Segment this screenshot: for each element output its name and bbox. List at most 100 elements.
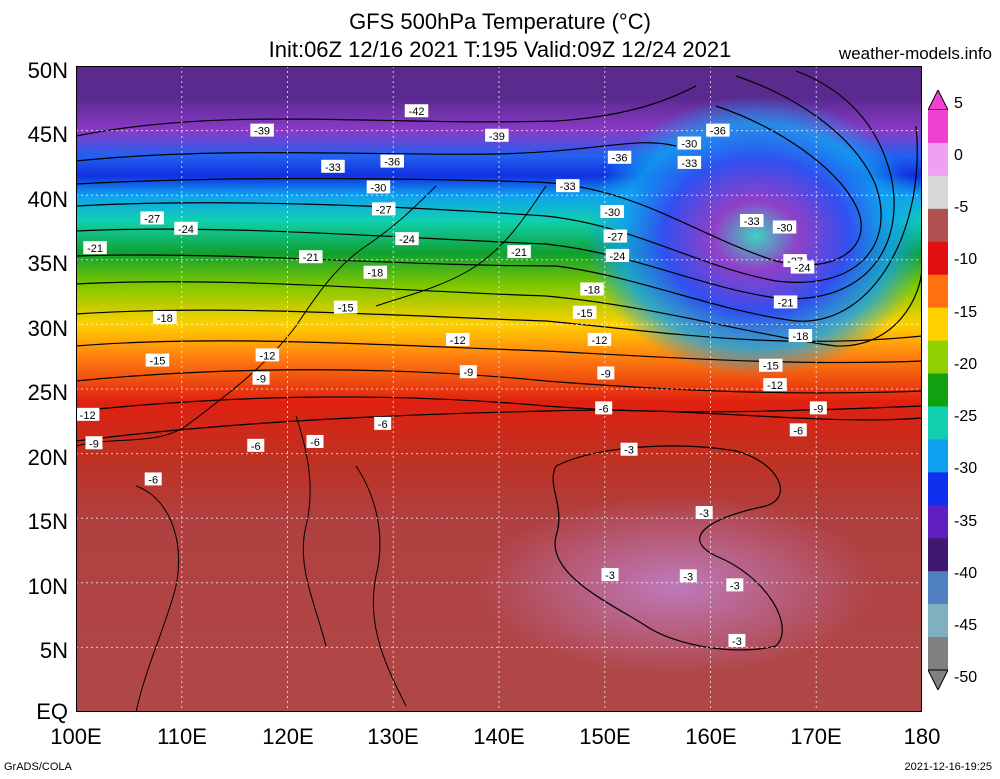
contour-label-text: -9 <box>256 374 266 386</box>
lon-label: 140E <box>473 724 525 749</box>
contour-label-text: -15 <box>338 303 354 315</box>
colorbar-arrow-bottom <box>928 669 948 690</box>
contour-label-text: -36 <box>710 126 726 138</box>
contour-label: -21 <box>83 241 107 255</box>
lat-label: 20N <box>27 445 68 470</box>
contour-label: -9 <box>459 365 477 379</box>
lon-label: 150E <box>579 724 631 749</box>
contour-label: -24 <box>395 232 419 246</box>
lon-label: 180 <box>903 724 941 749</box>
contour-label: -36 <box>380 154 404 169</box>
contour-label-text: -3 <box>730 580 740 592</box>
contour-label: -15 <box>333 300 358 315</box>
lat-label: 45N <box>27 122 68 147</box>
contour-label-text: -9 <box>813 403 823 415</box>
contour-label: -27 <box>603 229 628 244</box>
contour-label-text: -27 <box>144 213 160 225</box>
contour-label: -39 <box>485 128 509 143</box>
lon-label: 110E <box>157 724 207 749</box>
contour-label-text: -24 <box>399 234 415 246</box>
contour-label: -18 <box>580 282 604 297</box>
colorbar-label: -25 <box>954 408 978 425</box>
colorbar-label: -10 <box>954 251 978 268</box>
colorbar-segment <box>928 406 948 440</box>
contour-label: -42 <box>404 104 429 118</box>
contour-label: -3 <box>601 568 619 582</box>
contour-label: -33 <box>555 179 580 193</box>
contour-label-text: -36 <box>384 157 400 169</box>
colorbar-label: -30 <box>954 460 978 477</box>
contour-label: -24 <box>790 260 815 275</box>
contour-label: -12 <box>587 332 612 347</box>
contour-label: -27 <box>140 211 164 225</box>
colorbar-segment <box>928 241 948 276</box>
contour-label: -30 <box>677 136 702 151</box>
contour-label-text: -12 <box>450 335 466 347</box>
lon-label: 120E <box>262 724 314 749</box>
contour-label-text: -12 <box>767 380 783 392</box>
colorbar-segment <box>928 110 948 144</box>
contour-label: -33 <box>321 159 345 174</box>
contour-label-text: -18 <box>157 313 173 325</box>
contour-label: -36 <box>607 150 632 165</box>
colorbar-segment <box>928 340 948 375</box>
contour-label: -12 <box>446 332 470 347</box>
contour-label-layer: -42 -39 -39 -36 -36 -36 -33 -30 -33 -30 -33 -27 -27 -… <box>76 104 827 648</box>
contour-label: -3 <box>726 578 744 592</box>
contour-label-text: -15 <box>149 356 165 368</box>
colorbar-segment <box>928 175 948 210</box>
colorbar-label: 0 <box>954 147 963 164</box>
map-frame <box>76 66 922 712</box>
colorbar-segment <box>928 142 948 177</box>
colorbar-label: -45 <box>954 617 978 634</box>
colorbar-label: -40 <box>954 565 978 582</box>
contour-label: -9 <box>85 436 103 450</box>
contour-label-text: -39 <box>489 131 505 143</box>
contour-label-text: -3 <box>683 571 693 583</box>
colorbar-segment <box>928 538 948 572</box>
contour-label-text: -21 <box>303 252 319 264</box>
lat-label: 15N <box>27 509 68 534</box>
contour-label-text: -3 <box>624 445 634 457</box>
contour-label: -9 <box>809 401 827 415</box>
lat-label: 25N <box>27 380 68 405</box>
contour-label: -12 <box>763 378 787 392</box>
contour-label-text: -42 <box>409 106 425 118</box>
contour-label: -24 <box>605 248 630 263</box>
contour-label-text: -18 <box>792 331 808 343</box>
contour-label: -33 <box>739 214 764 228</box>
colorbar-segment <box>928 208 948 243</box>
lat-label: EQ <box>36 699 68 724</box>
lon-label: 170E <box>790 724 842 749</box>
contour-label: -3 <box>620 442 638 457</box>
contour-label: -3 <box>679 569 697 583</box>
contour-label-text: -30 <box>681 139 697 151</box>
colorbar-segment <box>928 373 948 407</box>
contour-label-text: -12 <box>259 350 275 362</box>
contour-label: -36 <box>706 123 730 138</box>
contour-label: -3 <box>728 633 746 648</box>
colorbar-segment <box>928 637 948 671</box>
colorbar-arrow-top <box>928 90 948 111</box>
contour-label: -24 <box>174 221 198 236</box>
site-credit: weather-models.info <box>838 44 992 63</box>
contour-label-text: -21 <box>511 247 527 259</box>
colorbar <box>928 90 948 690</box>
colorbar-label: 5 <box>954 95 963 112</box>
contour-label-text: -33 <box>560 181 576 193</box>
contour-label: -9 <box>597 366 615 380</box>
contour-label-text: -6 <box>793 425 803 437</box>
contour-label-text: -27 <box>607 232 623 244</box>
contour-label-text: -6 <box>310 437 320 449</box>
lat-label: 5N <box>39 638 68 663</box>
chart-title: GFS 500hPa Temperature (°C) <box>349 9 651 34</box>
contour-label-text: -21 <box>778 297 794 309</box>
contour-label: -15 <box>572 305 597 320</box>
contour-label-text: -30 <box>604 207 620 219</box>
contour-label-text: -30 <box>777 223 793 235</box>
contour-label: -18 <box>788 329 813 343</box>
contour-label-text: -30 <box>370 182 386 194</box>
colorbar-segment <box>928 307 948 342</box>
contour-label: -9 <box>252 371 270 386</box>
colorbar-segment <box>928 604 948 638</box>
